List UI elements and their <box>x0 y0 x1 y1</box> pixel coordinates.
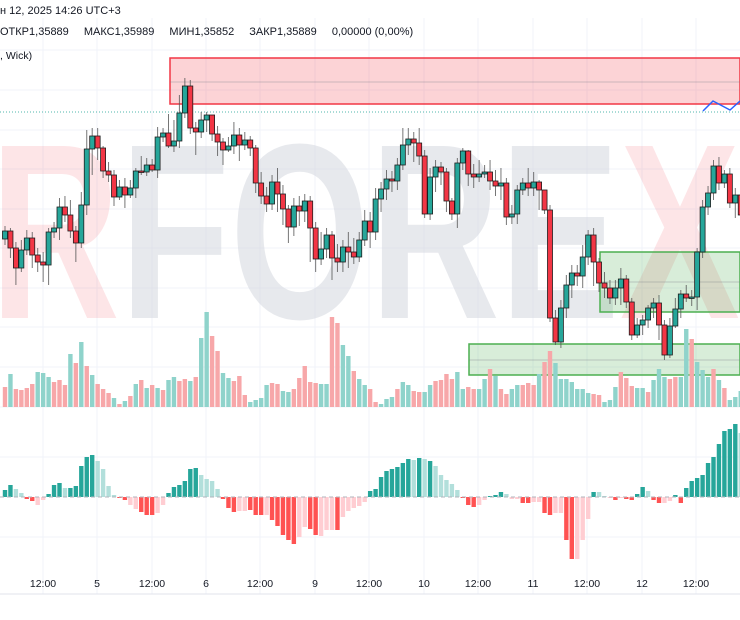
time-axis-label: 12:00 <box>246 578 274 590</box>
time-axis-label: 12:00 <box>682 578 710 590</box>
time-axis-label: 9 <box>312 578 318 590</box>
time-axis-label: 5 <box>94 578 100 590</box>
time-axis-label: 10 <box>418 578 430 590</box>
volume-bars <box>2 312 740 407</box>
time-axis-label: 6 <box>203 578 209 590</box>
ohlc-change: 0,00000 (0,00%) <box>331 26 414 38</box>
time-axis-label: 12:00 <box>573 578 601 590</box>
time-axis-label: 11 <box>527 578 539 590</box>
time-axis-label: 12:00 <box>29 578 57 590</box>
ohlc-close: ЗАКР1,35889 <box>249 26 317 38</box>
projection-line <box>702 100 740 112</box>
candlesticks <box>2 78 740 360</box>
time-axis-label: 12:00 <box>355 578 383 590</box>
time-axis-label: 12:00 <box>464 578 492 590</box>
time-axis-label: 12 <box>636 578 648 590</box>
price-zones <box>169 57 740 376</box>
oscillator-histogram <box>2 424 740 559</box>
header-datetime: н 12, 2025 14:26 UTC+3 <box>0 5 121 17</box>
ohlc-high: МАКС1,35989 <box>83 26 155 38</box>
time-axis-label: 12:00 <box>138 578 166 590</box>
indicator-label[interactable]: , Wick) <box>0 50 33 62</box>
ohlc-low: МИН1,35852 <box>169 26 235 38</box>
ohlc-legend: ОТКР1,35889 МАКС1,35989 МИН1,35852 ЗАКР1… <box>0 26 419 38</box>
ohlc-open: ОТКР1,35889 <box>0 26 69 38</box>
